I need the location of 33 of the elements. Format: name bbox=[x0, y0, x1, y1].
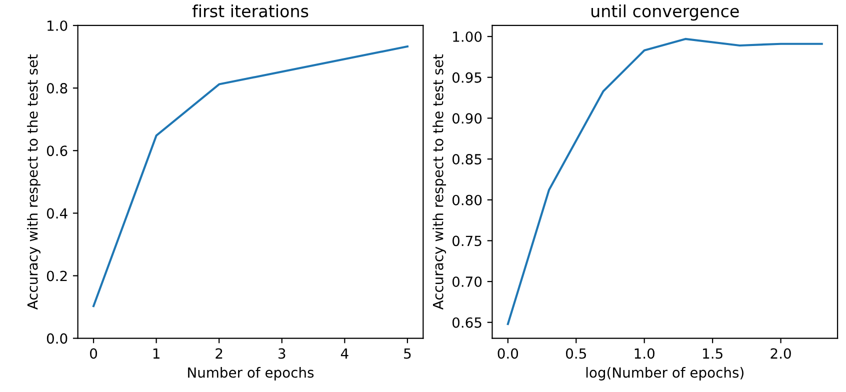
x-tick-label: 3 bbox=[278, 348, 286, 359]
x-tick-label: 1.0 bbox=[634, 348, 654, 359]
y-tick-label: 0.2 bbox=[46, 270, 67, 282]
x-tick-label: 1 bbox=[153, 348, 160, 359]
x-tick-label: 0 bbox=[90, 348, 98, 359]
y-axis-title: Accuracy with respect to the test set bbox=[432, 54, 446, 310]
y-tick-label: 0.8 bbox=[46, 83, 68, 94]
y-tick-label: 0.4 bbox=[46, 208, 68, 219]
y-tick-label: 0.90 bbox=[452, 113, 482, 124]
y-tick-label: 0.6 bbox=[46, 146, 68, 156]
x-tick-label: 5 bbox=[404, 348, 411, 359]
y-tick-label: 0.70 bbox=[452, 276, 482, 288]
line-series bbox=[92, 45, 408, 308]
y-tick-label: 0.80 bbox=[452, 194, 482, 206]
x-tick-label: 2.0 bbox=[770, 348, 791, 359]
x-tick-label: 1.5 bbox=[703, 348, 722, 359]
y-tick-label: 1.0 bbox=[48, 20, 68, 31]
y-tick-label: 0.65 bbox=[452, 317, 482, 328]
x-tick-label: 0.0 bbox=[498, 348, 518, 359]
y-tick-label: 0.85 bbox=[452, 154, 482, 164]
y-tick-label: 0.95 bbox=[452, 72, 482, 83]
y-tick-label: 0.75 bbox=[452, 236, 482, 246]
x-axis-title: log(Number of epochs) bbox=[586, 367, 744, 380]
line-series bbox=[506, 38, 823, 326]
x-axis-title: Number of epochs bbox=[188, 367, 314, 380]
y-axis-title: Accuracy with respect to the test set bbox=[27, 54, 40, 310]
x-tick-label: 4 bbox=[340, 348, 348, 359]
chart-title: first iterations bbox=[192, 4, 308, 18]
y-tick-label: 1.00 bbox=[453, 31, 482, 42]
y-tick-label: 0.0 bbox=[46, 333, 68, 344]
x-tick-label: 0.5 bbox=[566, 348, 586, 359]
x-tick-label: 2 bbox=[216, 348, 222, 359]
chart-title: until convergence bbox=[591, 4, 739, 21]
